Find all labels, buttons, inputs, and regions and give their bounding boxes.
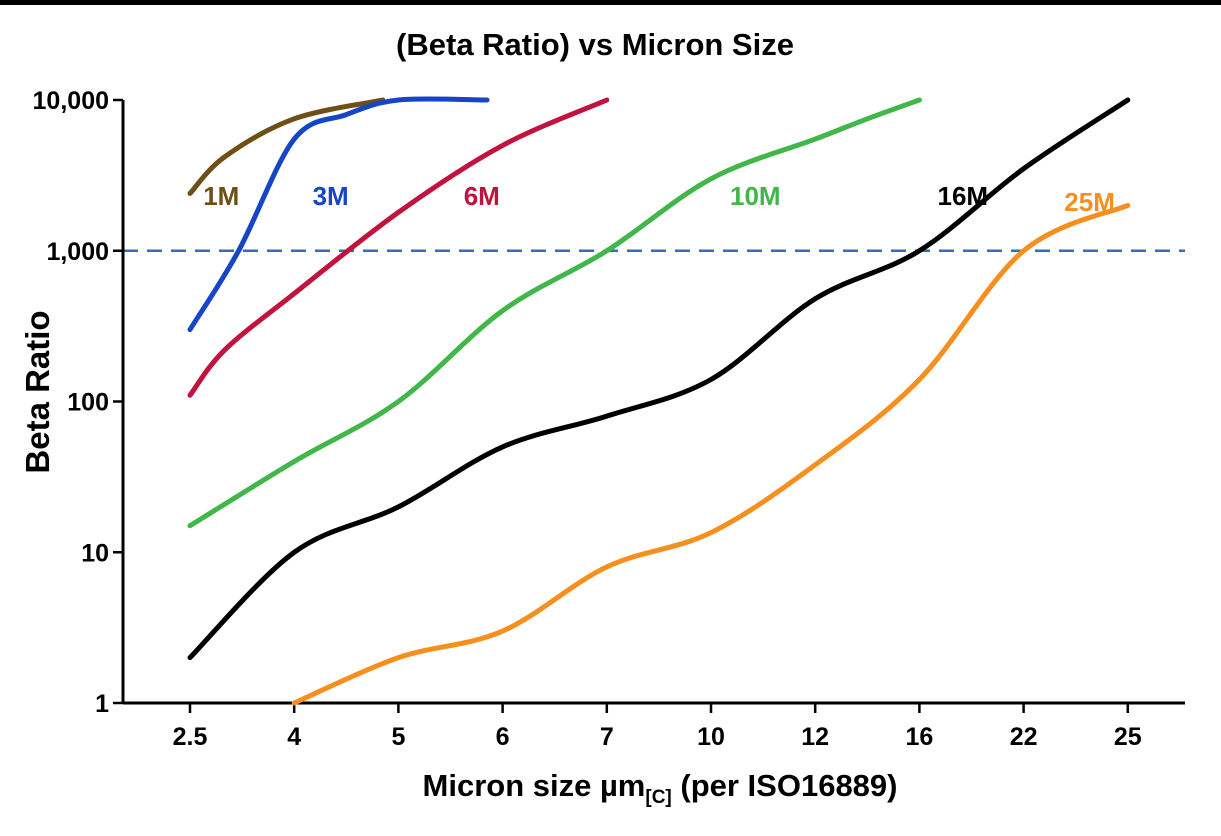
series-line-10M <box>187 97 922 529</box>
y-tick-label: 10,000 <box>33 87 109 115</box>
y-tick-label: 100 <box>67 389 109 417</box>
series-label-16M: 16M <box>938 181 989 211</box>
series-label-3M: 3M <box>313 181 349 211</box>
series-group <box>187 96 1131 706</box>
series-line-1M <box>187 97 386 196</box>
series-label-1M: 1M <box>203 181 239 211</box>
x-tick-label: 2.5 <box>173 723 208 751</box>
series-line-16M <box>187 97 1131 661</box>
y-tick-label: 1 <box>95 690 109 718</box>
x-tick-label: 10 <box>697 723 725 751</box>
series-line-6M <box>187 97 610 398</box>
x-tick-label: 7 <box>600 723 614 751</box>
series-label-25M: 25M <box>1064 187 1115 217</box>
x-tick-label: 12 <box>801 723 829 751</box>
series-line-3M <box>187 96 490 333</box>
x-tick-label: 4 <box>287 723 301 751</box>
x-tick-label: 16 <box>905 723 933 751</box>
top-border <box>0 0 1221 5</box>
x-tick-label: 6 <box>496 723 510 751</box>
series-line-25M <box>291 202 1131 706</box>
x-axis-title-subscript: [C] <box>645 787 672 809</box>
series-label-6M: 6M <box>464 181 500 211</box>
y-tick-label: 1,000 <box>46 238 109 266</box>
y-tick-label: 10 <box>81 539 109 567</box>
y-axis-title: Beta Ratio <box>19 310 56 474</box>
x-tick-label: 22 <box>1010 723 1038 751</box>
x-axis-title: Micron size µm[C] (per ISO16889) <box>423 768 898 809</box>
x-tick-label: 5 <box>391 723 405 751</box>
series-label-10M: 10M <box>730 181 781 211</box>
x-axis-title-suffix: (per ISO16889) <box>671 768 898 803</box>
chart-title: (Beta Ratio) vs Micron Size <box>396 27 794 62</box>
x-tick-label: 25 <box>1114 723 1142 751</box>
x-axis-title-main: Micron size µm <box>422 768 646 803</box>
